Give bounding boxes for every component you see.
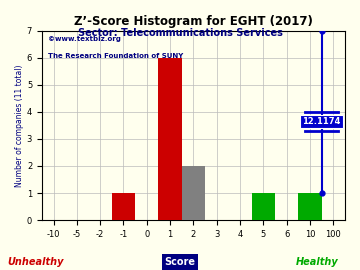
Text: The Research Foundation of SUNY: The Research Foundation of SUNY — [48, 53, 183, 59]
Bar — [112, 193, 135, 220]
Bar — [252, 193, 275, 220]
Bar — [298, 193, 322, 220]
Text: Sector: Telecommunications Services: Sector: Telecommunications Services — [77, 28, 283, 38]
Text: Healthy: Healthy — [296, 257, 338, 267]
Text: Unhealthy: Unhealthy — [8, 257, 64, 267]
Text: Score: Score — [165, 257, 195, 267]
Y-axis label: Number of companies (11 total): Number of companies (11 total) — [15, 64, 24, 187]
Bar — [158, 58, 182, 220]
Text: ©www.textbiz.org: ©www.textbiz.org — [48, 36, 121, 42]
Bar — [182, 166, 205, 220]
Title: Z’-Score Histogram for EGHT (2017): Z’-Score Histogram for EGHT (2017) — [74, 15, 313, 28]
Text: 12.1174: 12.1174 — [302, 117, 341, 126]
